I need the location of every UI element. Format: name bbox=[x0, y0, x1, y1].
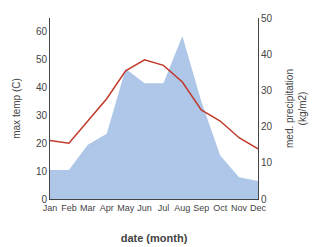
svg-text:Aug: Aug bbox=[174, 203, 190, 213]
svg-text:date (month): date (month) bbox=[121, 232, 188, 244]
svg-text:0: 0 bbox=[41, 194, 47, 205]
svg-text:Jan: Jan bbox=[43, 203, 58, 213]
svg-text:Mar: Mar bbox=[80, 203, 96, 213]
svg-text:10: 10 bbox=[36, 166, 48, 177]
svg-text:Jul: Jul bbox=[158, 203, 170, 213]
svg-text:30: 30 bbox=[36, 110, 48, 121]
svg-text:Feb: Feb bbox=[61, 203, 77, 213]
svg-text:med. precipitation(kg/m2): med. precipitation(kg/m2) bbox=[284, 69, 308, 148]
svg-text:Dec: Dec bbox=[250, 203, 267, 213]
svg-text:Apr: Apr bbox=[100, 203, 114, 213]
svg-text:0: 0 bbox=[261, 194, 267, 205]
svg-text:40: 40 bbox=[261, 49, 273, 60]
svg-text:Jun: Jun bbox=[137, 203, 152, 213]
svg-text:50: 50 bbox=[261, 13, 273, 24]
svg-text:Sep: Sep bbox=[193, 203, 209, 213]
svg-text:Nov: Nov bbox=[231, 203, 248, 213]
svg-text:May: May bbox=[117, 203, 135, 213]
svg-text:60: 60 bbox=[36, 26, 48, 37]
svg-text:Oct: Oct bbox=[213, 203, 228, 213]
svg-text:20: 20 bbox=[261, 121, 273, 132]
svg-text:50: 50 bbox=[36, 54, 48, 65]
svg-text:10: 10 bbox=[261, 157, 273, 168]
svg-text:30: 30 bbox=[261, 85, 273, 96]
svg-text:40: 40 bbox=[36, 82, 48, 93]
svg-text:max temp (C): max temp (C) bbox=[11, 78, 22, 139]
svg-text:20: 20 bbox=[36, 138, 48, 149]
